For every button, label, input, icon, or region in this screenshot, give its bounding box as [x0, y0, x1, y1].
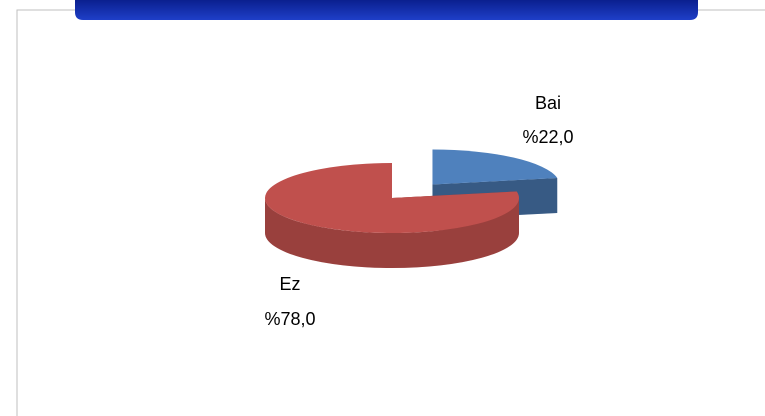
slice-top	[265, 163, 520, 234]
banner	[75, 0, 698, 20]
pie	[265, 149, 558, 268]
value-label: %22,0	[522, 127, 573, 147]
value-label: %78,0	[264, 309, 315, 329]
category-label: Ez	[279, 274, 300, 294]
slice-top	[432, 149, 558, 185]
category-label: Bai	[535, 93, 561, 113]
